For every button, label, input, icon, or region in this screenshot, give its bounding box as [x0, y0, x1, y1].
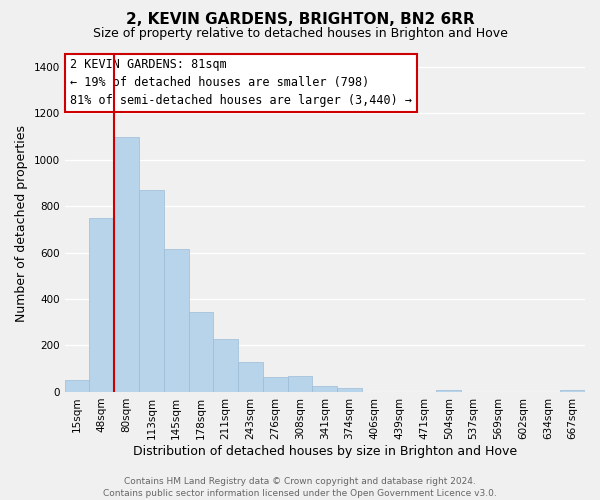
- Text: Contains HM Land Registry data © Crown copyright and database right 2024.
Contai: Contains HM Land Registry data © Crown c…: [103, 476, 497, 498]
- Bar: [337, 388, 362, 392]
- Bar: [560, 390, 585, 392]
- Text: Size of property relative to detached houses in Brighton and Hove: Size of property relative to detached ho…: [92, 28, 508, 40]
- Bar: [313, 386, 337, 392]
- Text: 2 KEVIN GARDENS: 81sqm
← 19% of detached houses are smaller (798)
81% of semi-de: 2 KEVIN GARDENS: 81sqm ← 19% of detached…: [70, 58, 412, 108]
- X-axis label: Distribution of detached houses by size in Brighton and Hove: Distribution of detached houses by size …: [133, 444, 517, 458]
- Bar: [65, 380, 89, 392]
- Bar: [89, 218, 114, 392]
- Bar: [139, 190, 164, 392]
- Bar: [436, 390, 461, 392]
- Bar: [114, 138, 139, 392]
- Bar: [263, 377, 287, 392]
- Bar: [188, 312, 214, 392]
- Bar: [164, 249, 188, 392]
- Y-axis label: Number of detached properties: Number of detached properties: [15, 125, 28, 322]
- Bar: [238, 362, 263, 392]
- Bar: [214, 339, 238, 392]
- Bar: [287, 376, 313, 392]
- Text: 2, KEVIN GARDENS, BRIGHTON, BN2 6RR: 2, KEVIN GARDENS, BRIGHTON, BN2 6RR: [125, 12, 475, 28]
